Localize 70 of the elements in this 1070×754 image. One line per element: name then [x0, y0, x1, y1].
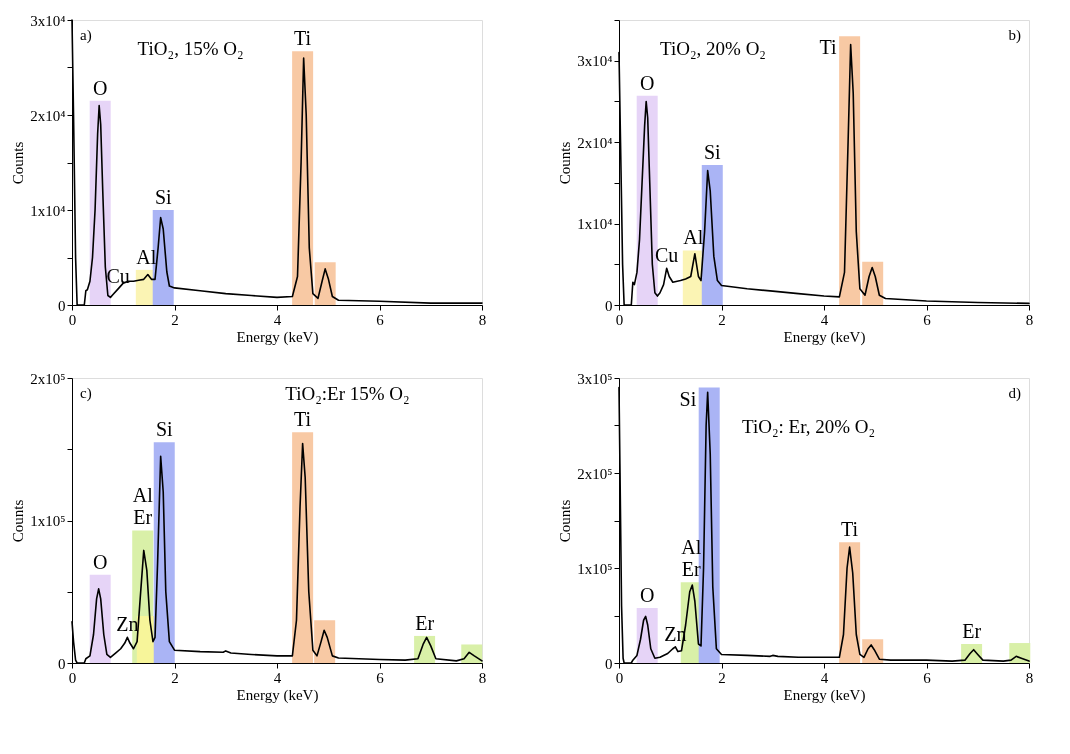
bar — [1009, 643, 1031, 663]
annotation: Ti — [294, 408, 312, 431]
x-tick-label: 6 — [923, 311, 932, 328]
y-tick-label: 2x10⁵ — [30, 370, 66, 387]
annotation: Ti — [819, 36, 838, 59]
x-axis-title: Energy (keV) — [783, 686, 866, 704]
y-axis-title: Counts — [557, 141, 574, 185]
chart-title: b) — [1008, 27, 1021, 44]
x-axis-title: Energy (keV) — [236, 686, 319, 704]
y-tick-label: 0 — [58, 655, 66, 672]
annotation: Ti — [294, 27, 312, 50]
chart-title: d) — [1008, 385, 1021, 402]
annotation: O — [92, 550, 108, 573]
annotation: O — [639, 71, 655, 94]
y-tick-label: 2x10⁴ — [577, 134, 613, 151]
annotation: Si — [679, 387, 697, 410]
x-tick-label: 8 — [478, 311, 487, 328]
annotation: Er — [962, 620, 982, 642]
x-tick-label: 4 — [273, 311, 282, 328]
chart-title: a) — [80, 27, 92, 44]
x-tick-label: 6 — [376, 669, 385, 686]
text: TiO₂, 15% O₂ — [137, 37, 244, 59]
annotation: O — [639, 583, 655, 606]
annotation: Cu — [106, 264, 130, 287]
x-tick-label: 2 — [718, 311, 726, 328]
annotation: Si — [155, 418, 174, 441]
y-axis-title: Counts — [10, 499, 27, 543]
x-tick-label: 4 — [820, 669, 829, 686]
y-tick-label: 2x10⁴ — [30, 107, 66, 124]
x-axis-title: Energy (keV) — [236, 328, 319, 346]
x-tick-label: 6 — [376, 311, 385, 328]
x-tick-label: 8 — [1025, 669, 1034, 686]
annotation: Al — [136, 245, 157, 268]
annotation: O — [92, 76, 108, 99]
y-axis-title: Counts — [10, 141, 27, 185]
x-tick-label: 2 — [718, 669, 726, 686]
annotation: Al — [132, 484, 154, 507]
y-tick-label: 1x10⁴ — [577, 216, 613, 233]
chart-title: c) — [80, 385, 92, 402]
annotation: Er — [133, 506, 153, 529]
annotation: Er — [681, 558, 702, 581]
x-tick-label: 8 — [478, 669, 487, 686]
y-tick-label: 2x10⁵ — [577, 465, 613, 482]
annotation: Si — [703, 140, 722, 163]
annotation: Cu — [654, 244, 679, 267]
annotation: Er — [415, 611, 435, 634]
y-tick-label: 3x10⁵ — [577, 370, 613, 387]
x-tick-label: 2 — [171, 311, 179, 328]
text: TiO₂: Er, 20% O₂ — [742, 415, 876, 437]
x-tick-label: 2 — [171, 669, 179, 686]
x-axis-title: Energy (keV) — [783, 328, 866, 346]
x-tick-label: 8 — [1025, 311, 1034, 328]
annotation: Al — [681, 536, 702, 559]
x-tick-label: 4 — [820, 311, 829, 328]
annotation: Ti — [841, 518, 859, 541]
y-axis-title: Counts — [557, 499, 574, 543]
annotation: Al — [683, 226, 704, 249]
y-tick-label: 3x10⁴ — [30, 12, 66, 29]
y-tick-label: 0 — [58, 297, 66, 314]
y-tick-label: 0 — [605, 297, 613, 314]
text: TiO₂, 20% O₂ — [660, 37, 766, 59]
y-tick-label: 1x10⁴ — [30, 202, 66, 219]
y-tick-label: 1x10⁵ — [577, 560, 613, 577]
x-tick-label: 6 — [923, 669, 932, 686]
chart-subtitle: TiO₂:Er 15% O₂ — [285, 383, 410, 405]
x-tick-label: 4 — [273, 669, 282, 686]
y-tick-label: 3x10⁴ — [577, 53, 613, 70]
annotation: Si — [154, 186, 172, 208]
y-tick-label: 1x10⁵ — [30, 513, 66, 529]
y-tick-label: 0 — [605, 655, 613, 672]
